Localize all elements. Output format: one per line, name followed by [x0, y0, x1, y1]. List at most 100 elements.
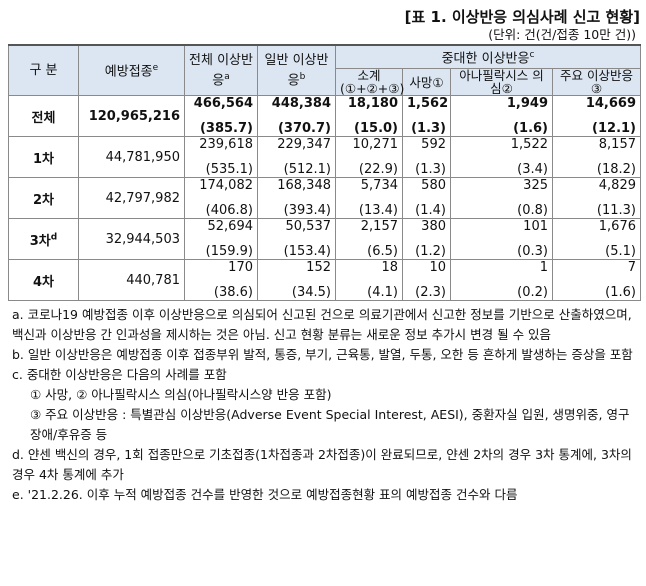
count: 2,157: [360, 219, 398, 234]
value-cell: 1,949 (1.6): [450, 95, 553, 137]
header-text: 주요 이상반응③: [560, 68, 633, 96]
row-label-text: 3차: [29, 233, 51, 249]
footnote-mark: c: [529, 49, 535, 60]
document: [표 1. 이상반응 의심사례 신고 현황] (단위: 건(건/접종 10만 건…: [8, 8, 641, 505]
rate: (406.8): [205, 203, 253, 218]
value-stack: 10,271 (22.9): [340, 137, 399, 177]
count: 580: [421, 178, 446, 193]
value-cell: 4,829 (11.3): [552, 177, 641, 219]
value-cell: 229,347 (512.1): [257, 136, 336, 178]
footnote-mark: d: [50, 232, 58, 243]
rate: (15.0): [354, 121, 398, 136]
value-cell: 1,562 (1.3): [402, 95, 451, 137]
header-note: (①+②+③): [340, 81, 405, 96]
rate: (1.6): [605, 285, 636, 300]
value-cell: 448,384 (370.7): [257, 95, 336, 137]
value-cell: 168,348 (393.4): [257, 177, 336, 219]
value-stack: 50,537 (153.4): [262, 219, 331, 259]
count: 4,829: [598, 178, 636, 193]
table-row: 전체 120,965,216 466,564 (385.7) 448,384 (370.7…: [8, 95, 641, 137]
footnotes: a. 코로나19 예방접종 이후 이상반응으로 의심되어 신고된 건으로 의료기…: [8, 305, 640, 505]
rate: (34.5): [291, 285, 331, 300]
header-text: 중대한 이상반응: [441, 51, 530, 67]
count: 466,564: [193, 96, 253, 111]
table-header: 구 분 예방접종e 전체 이상반응a 일반 이상반응b 중대한 이상반응c 소계…: [8, 44, 641, 96]
dose-count: 44,781,950: [78, 136, 185, 178]
header-cell: 사망①: [402, 68, 451, 96]
value-cell: 592 (1.3): [402, 136, 451, 178]
footnote: a. 코로나19 예방접종 이후 이상반응으로 의심되어 신고된 건으로 의료기…: [12, 307, 632, 342]
value-cell: 466,564 (385.7): [184, 95, 258, 137]
value-stack: 174,082 (406.8): [189, 178, 253, 218]
count: 7: [627, 260, 636, 275]
value-stack: 18,180 (15.0): [340, 96, 398, 136]
value-stack: 8,157 (18.2): [557, 137, 636, 177]
footnote-item: ③ 주요 이상반응 : 특별관심 이상반응(Adverse Event Spec…: [30, 407, 630, 442]
count: 168,348: [277, 178, 331, 193]
rate: (385.7): [199, 121, 253, 136]
value-cell: 152 (34.5): [257, 259, 336, 301]
value-cell: 1,676 (5.1): [552, 218, 641, 260]
header-text: 일반 이상반응: [264, 52, 329, 89]
table-row: 2차 42,797,982 174,082 (406.8) 168,348 (393.4)…: [8, 177, 641, 219]
header-cell: 일반 이상반응b: [257, 44, 336, 96]
footnote: d. 얀센 백신의 경우, 1회 접종만으로 기초접종(1차접종과 2차접종)이…: [12, 447, 632, 482]
rate: (11.3): [596, 203, 636, 218]
value-stack: 52,694 (159.9): [189, 219, 253, 259]
value-stack: 239,618 (535.1): [189, 137, 253, 177]
header-row: 소계 (①+②+③) 사망① 아나필락시스 의심② 주요 이상반응③: [9, 68, 641, 96]
count: 239,618: [199, 137, 253, 152]
count: 50,537: [285, 219, 332, 234]
header-text: 예방접종: [104, 64, 153, 80]
value-stack: 325 (0.8): [455, 178, 548, 218]
value-stack: 1 (0.2): [455, 260, 548, 300]
row-label: 전체: [8, 95, 79, 137]
count: 448,384: [271, 96, 331, 111]
value-stack: 466,564 (385.7): [189, 96, 253, 136]
row-label: 1차: [8, 136, 79, 178]
count: 10: [429, 260, 446, 275]
table-row: 3차d 32,944,503 52,694 (159.9) 50,537 (153.4) 2…: [8, 218, 641, 260]
table-body: 전체 120,965,216 466,564 (385.7) 448,384 (370.7…: [8, 95, 641, 301]
value-stack: 2,157 (6.5): [340, 219, 398, 259]
footnote-item: ① 사망, ② 아나필락시스 의심(아나필락시스양 반응 포함): [30, 387, 332, 402]
value-stack: 592 (1.3): [407, 137, 446, 177]
value-stack: 5,734 (13.4): [340, 178, 398, 218]
value-stack: 101 (0.3): [455, 219, 548, 259]
value-cell: 10,271 (22.9): [335, 136, 403, 178]
rate: (22.9): [358, 162, 398, 177]
unit-note: (단위: 건(건/접종 10만 건)): [488, 27, 636, 42]
rate: (12.1): [592, 121, 636, 136]
row-label: 3차d: [8, 218, 79, 260]
header-text: 소계: [357, 68, 381, 83]
count: 101: [523, 219, 548, 234]
row-label-text: 1차: [32, 151, 54, 167]
dose-count: 440,781: [78, 259, 185, 301]
count: 229,347: [277, 137, 331, 152]
value-cell: 239,618 (535.1): [184, 136, 258, 178]
value-cell: 7 (1.6): [552, 259, 641, 301]
rate: (0.8): [517, 203, 548, 218]
table-row: 1차 44,781,950 239,618 (535.1) 229,347 (512.1)…: [8, 136, 641, 178]
rate: (512.1): [283, 162, 331, 177]
rate: (5.1): [605, 244, 636, 259]
value-cell: 580 (1.4): [402, 177, 451, 219]
count: 10,271: [352, 137, 399, 152]
footnote: e. '21.2.26. 이후 누적 예방접종 건수를 반영한 것으로 예방접종…: [12, 487, 518, 502]
footnote-mark: b: [299, 71, 306, 82]
table-title: [표 1. 이상반응 의심사례 신고 현황]: [404, 8, 640, 26]
header-cell: 예방접종e: [78, 44, 185, 96]
value-cell: 14,669 (12.1): [552, 95, 641, 137]
header-cell: 중대한 이상반응c: [335, 44, 641, 69]
value-stack: 14,669 (12.1): [557, 96, 636, 136]
count: 18,180: [347, 96, 398, 111]
value-cell: 18,180 (15.0): [335, 95, 403, 137]
row-label-text: 전체: [31, 110, 56, 126]
value-stack: 380 (1.2): [407, 219, 446, 259]
value-cell: 1 (0.2): [450, 259, 553, 301]
value-stack: 1,562 (1.3): [407, 96, 448, 136]
count: 325: [523, 178, 548, 193]
count: 1,949: [506, 96, 548, 111]
rate: (6.5): [367, 244, 398, 259]
